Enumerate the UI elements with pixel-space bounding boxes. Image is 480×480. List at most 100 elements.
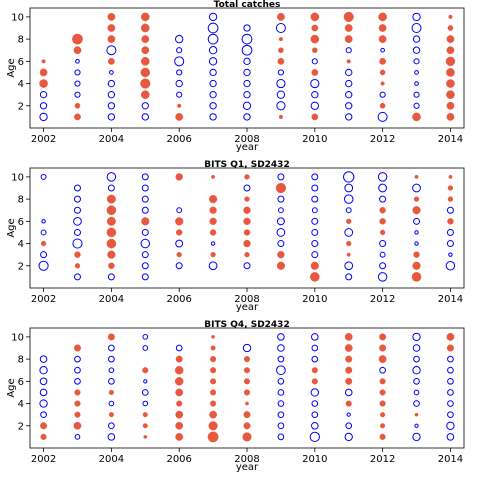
bubble-negative xyxy=(241,33,253,45)
bubble-positive xyxy=(107,24,116,32)
bubble-negative xyxy=(377,172,388,182)
bubble-positive xyxy=(344,344,353,352)
bubble-positive xyxy=(243,411,251,419)
bubble-negative xyxy=(413,377,420,385)
bubble-positive xyxy=(41,59,46,64)
x-tick-label: 2010 xyxy=(302,454,327,465)
bubble-positive xyxy=(345,366,353,374)
bubble-negative xyxy=(141,173,149,181)
bubble-negative xyxy=(276,217,285,226)
bubble-positive xyxy=(142,423,148,429)
bubble-positive xyxy=(379,69,386,76)
bubble-positive xyxy=(446,46,455,55)
bubble-positive xyxy=(73,46,82,55)
bubble-negative xyxy=(40,173,47,180)
bubble-negative xyxy=(413,355,420,363)
bubble-negative xyxy=(141,195,149,203)
bubble-negative xyxy=(176,47,183,54)
bubble-positive xyxy=(175,388,184,397)
bubble-negative xyxy=(276,90,286,99)
bubble-negative xyxy=(345,90,353,99)
bubble-negative xyxy=(106,45,117,56)
bubble-positive xyxy=(447,196,454,202)
bubble-positive xyxy=(107,13,116,21)
bubble-positive xyxy=(106,205,117,216)
bubble-negative xyxy=(73,216,82,226)
bubble-negative xyxy=(209,102,217,110)
bubble-positive xyxy=(142,412,148,418)
bubble-negative xyxy=(345,68,353,77)
bubble-positive xyxy=(106,194,116,204)
bubble-negative xyxy=(176,91,183,98)
bubble-negative xyxy=(345,422,353,430)
bubble-negative xyxy=(447,355,454,363)
bubble-negative xyxy=(106,172,117,182)
bubble-positive xyxy=(447,185,454,191)
bubble-positive xyxy=(175,433,184,441)
bubble-negative xyxy=(39,355,48,363)
bubble-negative xyxy=(446,228,454,236)
bubble-negative xyxy=(208,46,218,55)
bubble-negative xyxy=(343,194,354,204)
bubble-positive xyxy=(243,239,251,248)
x-tick-label: 2014 xyxy=(438,294,463,305)
bubble-negative xyxy=(311,355,319,363)
x-tick-label: 2012 xyxy=(370,134,395,145)
bubble-positive xyxy=(346,59,351,64)
y-tick-label: 2 xyxy=(18,101,24,112)
panel-bits-q1: BITS Q1, SD2432 Age year 2002 2004 2006 200… xyxy=(6,160,465,313)
bubble-positive xyxy=(379,102,386,109)
bubble-positive xyxy=(210,367,217,374)
bubble-negative xyxy=(378,183,387,193)
bubble-negative xyxy=(412,432,421,442)
bubble-positive xyxy=(275,182,287,194)
bubble-negative xyxy=(176,69,183,76)
bubble-positive xyxy=(343,11,354,22)
bubble-negative xyxy=(142,400,149,407)
bubble-negative xyxy=(447,366,454,374)
bubble-positive xyxy=(211,335,215,339)
bubble-negative xyxy=(39,102,48,110)
bubble-negative xyxy=(311,173,319,181)
bubble-negative xyxy=(176,207,183,214)
bubble-negative xyxy=(209,68,217,77)
bubble-positive xyxy=(379,207,386,214)
bubble-negative xyxy=(380,47,385,53)
bubble-negative xyxy=(345,102,353,110)
bubble-positive xyxy=(379,400,386,407)
bubble-positive xyxy=(244,252,250,258)
bubble-negative xyxy=(108,355,115,363)
bubble-positive xyxy=(243,422,251,430)
bubble-negative xyxy=(411,23,422,33)
bubble-positive xyxy=(243,378,251,385)
x-tick-label: 2006 xyxy=(166,294,191,305)
bubble-negative xyxy=(209,113,217,121)
bubble-negative xyxy=(108,344,115,352)
bubble-positive xyxy=(141,35,150,43)
bubble-positive xyxy=(73,344,81,352)
bubble-positive xyxy=(346,218,352,224)
plot-frame xyxy=(29,327,465,449)
bubble-positive xyxy=(278,47,284,54)
bubble-positive xyxy=(412,261,421,270)
bubble-positive xyxy=(411,272,422,282)
bubble-negative xyxy=(141,262,149,270)
bubble-positive xyxy=(174,377,184,386)
bubble-positive xyxy=(142,367,149,374)
bubble-negative xyxy=(141,273,149,281)
bubble-negative xyxy=(243,68,251,77)
y-tick-label: 8 xyxy=(18,355,24,366)
x-tick-label: 2002 xyxy=(31,134,56,145)
bubble-negative xyxy=(40,411,47,419)
bubble-positive xyxy=(379,333,387,341)
bubble-positive xyxy=(448,174,453,179)
bubble-positive xyxy=(379,229,386,236)
bubble-positive xyxy=(107,250,116,259)
bubble-positive xyxy=(379,378,386,385)
bubble-negative xyxy=(40,251,48,259)
bubble-negative xyxy=(175,34,184,44)
bubble-negative xyxy=(412,183,421,193)
bubble-positive xyxy=(176,252,182,258)
bubble-negative xyxy=(311,217,319,225)
